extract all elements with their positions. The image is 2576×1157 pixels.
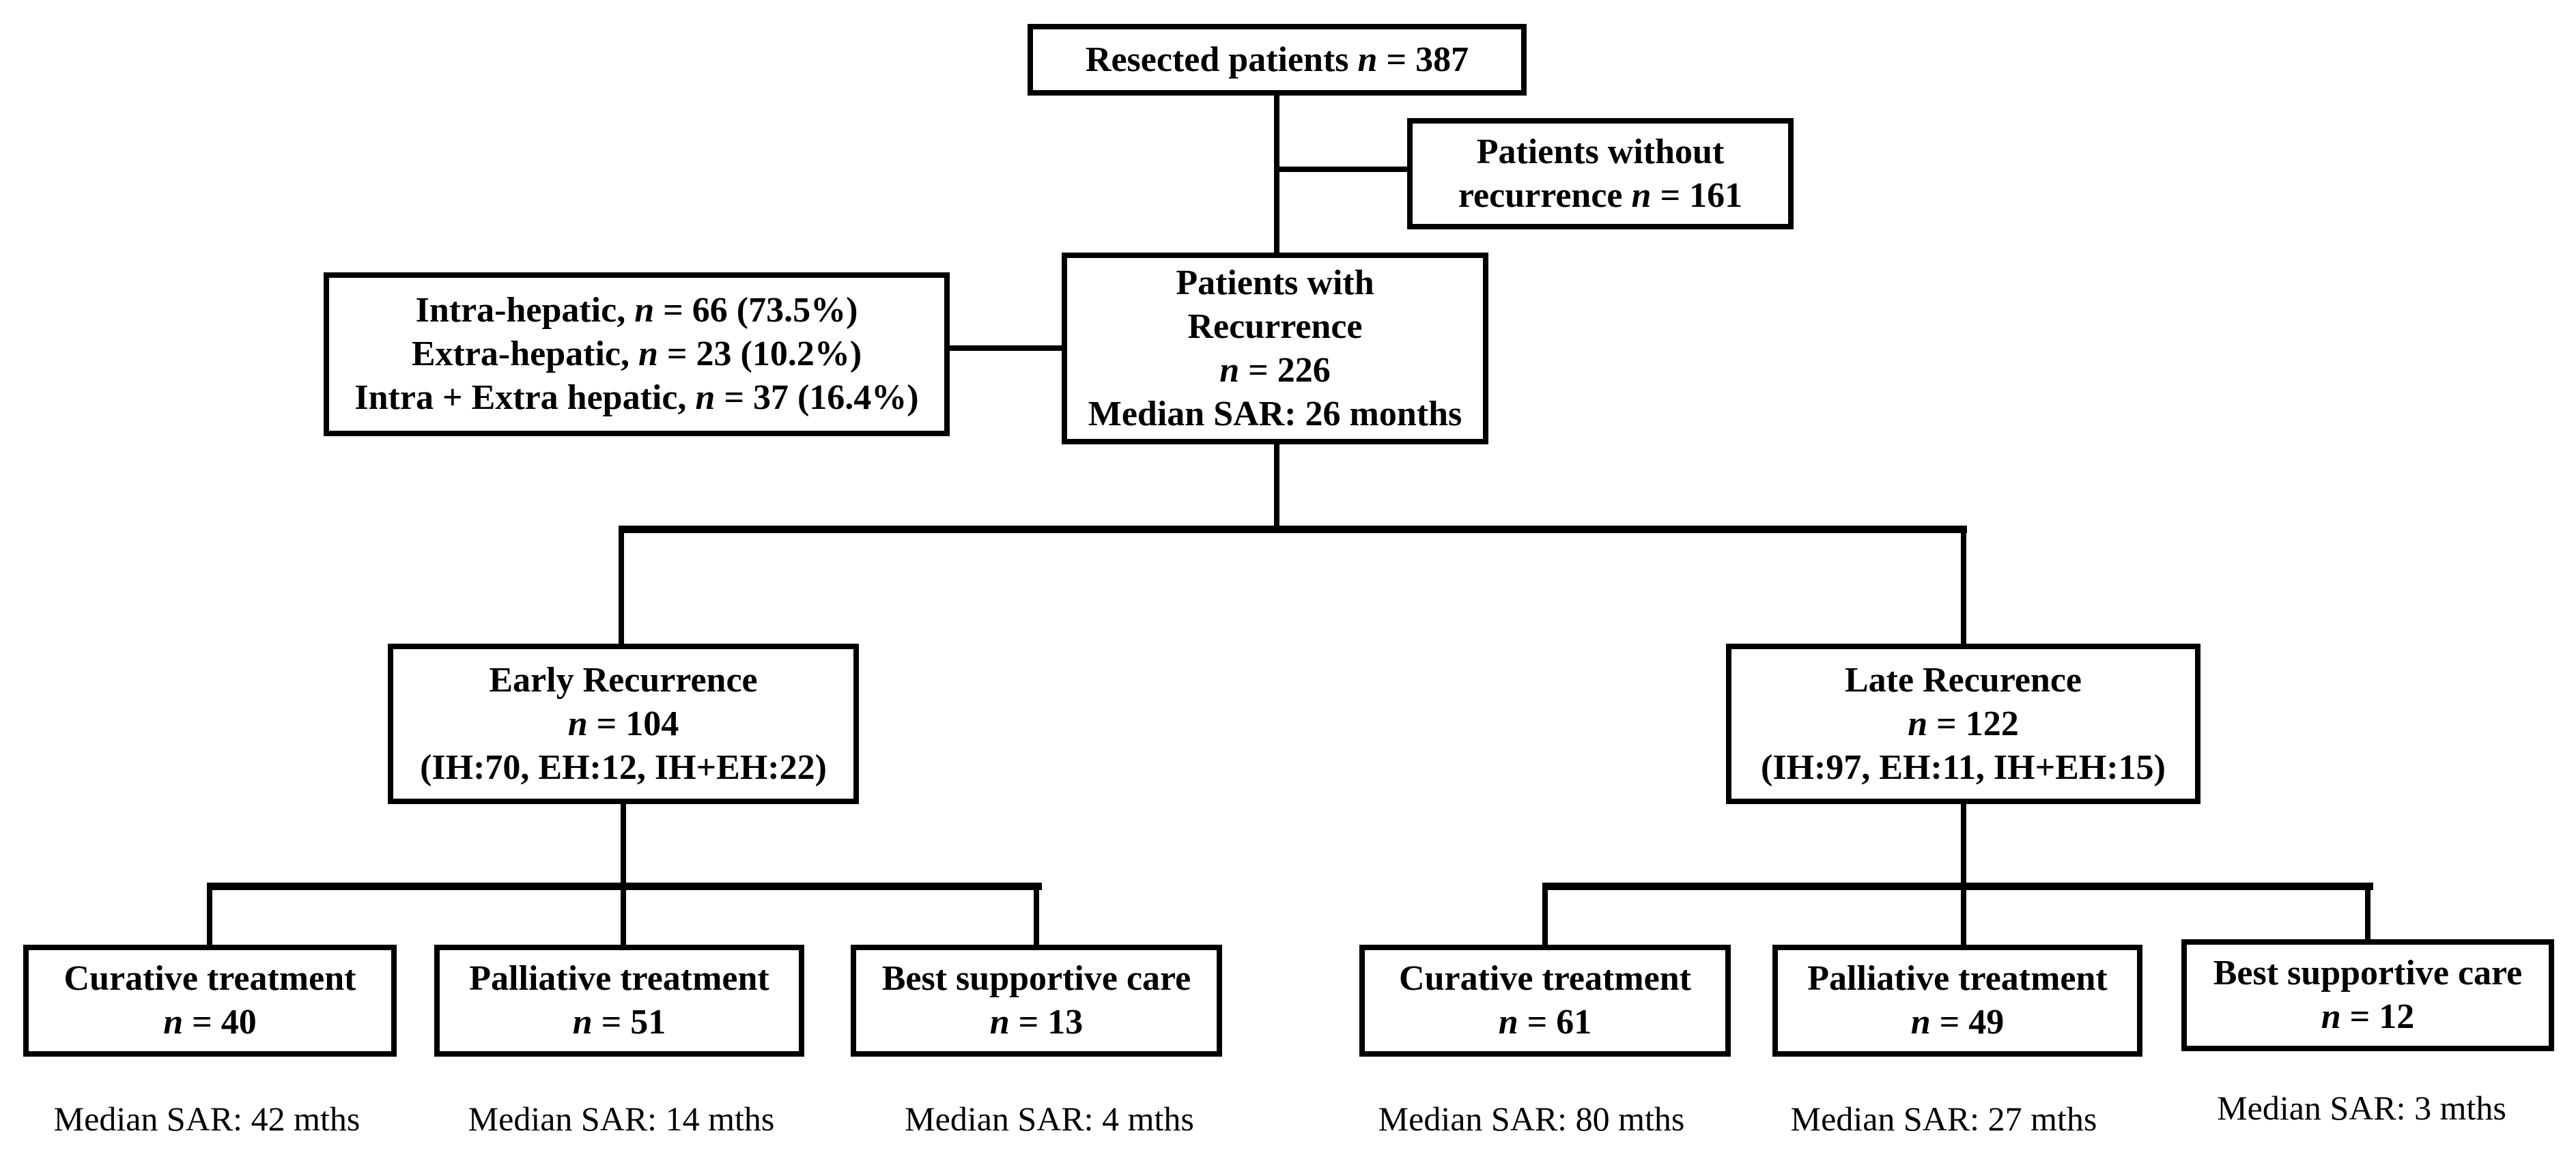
text-line: Median SAR: 26 months (1088, 394, 1462, 433)
text-line: Recurrence (1187, 306, 1363, 346)
connector-resected-to-recurrence (1274, 95, 1279, 253)
node-late-curative-treatment: Curative treatment n = 61 (1359, 945, 1731, 1057)
median-sar-late-curative: Median SAR: 80 mths (1378, 1100, 1685, 1138)
text-line: n = 13 (989, 1003, 1084, 1042)
connector-late-trunk (1961, 803, 1966, 946)
connector-drop-early-bsc (1034, 883, 1039, 946)
node-late-palliative-treatment: Palliative treatment n = 49 (1772, 945, 2142, 1057)
text-line: Intra + Extra hepatic, n = 37 (16.4%) (354, 378, 919, 417)
median-sar-late-bsc: Median SAR: 3 mths (2217, 1089, 2506, 1127)
text-line: (IH:97, EH:11, IH+EH:15) (1761, 747, 2166, 787)
text-line: Patients without (1476, 132, 1725, 171)
node-early-best-supportive-care: Best supportive care n = 13 (851, 945, 1222, 1057)
node-late-recurrence: Late Recurence n = 122 (IH:97, EH:11, IH+E… (1726, 644, 2200, 804)
connector-split-early-late-horizontal (621, 526, 1967, 533)
text-line: recurrence n = 161 (1458, 175, 1743, 215)
node-recurrence-sites: Intra-hepatic, n = 66 (73.5%) Extra-hepat… (324, 272, 950, 436)
text-line: n = 226 (1219, 350, 1331, 390)
text-line: Best supportive care (2213, 954, 2523, 992)
median-sar-late-palliative: Median SAR: 27 mths (1790, 1100, 2097, 1138)
text-line: Curative treatment (1399, 959, 1691, 998)
text-line: n = 12 (2321, 997, 2415, 1036)
median-sar-early-palliative: Median SAR: 14 mths (468, 1100, 775, 1138)
connector-sites-to-recurrence (950, 345, 1062, 351)
text-line: Early Recurrence (489, 660, 758, 700)
text-line: Resected patients n = 387 (1085, 40, 1469, 79)
connector-late-split-horizontal (1542, 883, 2373, 890)
connector-early-split-horizontal (207, 883, 1042, 890)
text-line: Late Recurence (1844, 660, 2082, 700)
text-line: n = 49 (1910, 1003, 2005, 1042)
connector-drop-late (1961, 526, 1966, 646)
node-resected-patients: Resected patients n = 387 (1028, 24, 1527, 96)
text-line: Palliative treatment (1807, 959, 2108, 998)
node-late-best-supportive-care: Best supportive care n = 12 (2181, 939, 2554, 1051)
text-line: Intra-hepatic, n = 66 (73.5%) (415, 291, 858, 330)
connector-drop-late-curative (1542, 883, 1548, 946)
text-line: Extra-hepatic, n = 23 (10.2%) (411, 334, 862, 373)
connector-drop-early (619, 526, 624, 646)
text-line: n = 122 (1908, 704, 2019, 743)
text-line: (IH:70, EH:12, IH+EH:22) (420, 747, 827, 787)
text-line: n = 104 (567, 704, 679, 743)
node-early-curative-treatment: Curative treatment n = 40 (23, 945, 397, 1057)
text-line: Palliative treatment (469, 959, 769, 998)
text-line: Curative treatment (63, 959, 356, 998)
connector-branch-without-recurrence (1274, 167, 1407, 172)
node-early-palliative-treatment: Palliative treatment n = 51 (434, 945, 804, 1057)
median-sar-early-curative: Median SAR: 42 mths (53, 1100, 360, 1138)
text-line: Patients with (1176, 263, 1374, 302)
node-early-recurrence: Early Recurrence n = 104 (IH:70, EH:12, IH… (388, 644, 859, 804)
text-line: n = 51 (572, 1003, 666, 1042)
node-patients-without-recurrence: Patients without recurrence n = 161 (1407, 118, 1794, 229)
median-sar-early-bsc: Median SAR: 4 mths (905, 1100, 1194, 1138)
node-patients-with-recurrence: Patients with Recurrence n = 226 Median SAR… (1062, 253, 1488, 444)
text-line: n = 40 (163, 1003, 257, 1042)
connector-drop-late-bsc (2365, 883, 2370, 941)
connector-recurrence-trunk (1274, 444, 1279, 532)
connector-drop-early-curative (207, 883, 212, 946)
text-line: n = 61 (1498, 1003, 1592, 1042)
connector-early-trunk (621, 803, 626, 946)
text-line: Best supportive care (881, 959, 1191, 998)
